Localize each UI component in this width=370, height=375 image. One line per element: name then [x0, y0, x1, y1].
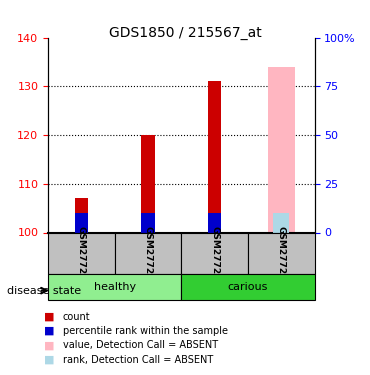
Bar: [75, 213, 88, 232]
Text: ■: ■: [44, 340, 55, 350]
Text: GSM27728: GSM27728: [144, 226, 152, 280]
FancyBboxPatch shape: [248, 232, 314, 274]
Bar: [141, 213, 155, 232]
FancyBboxPatch shape: [115, 232, 181, 274]
Text: GSM27726: GSM27726: [277, 226, 286, 280]
Text: disease state: disease state: [7, 286, 81, 296]
FancyBboxPatch shape: [48, 232, 115, 274]
Text: healthy: healthy: [94, 282, 136, 292]
Text: GDS1850 / 215567_at: GDS1850 / 215567_at: [109, 26, 261, 40]
Text: value, Detection Call = ABSENT: value, Detection Call = ABSENT: [63, 340, 218, 350]
Text: ■: ■: [44, 355, 55, 364]
Text: percentile rank within the sample: percentile rank within the sample: [63, 326, 228, 336]
Text: ■: ■: [44, 312, 55, 322]
Text: carious: carious: [228, 282, 268, 292]
Bar: [268, 67, 295, 232]
Bar: [208, 81, 221, 232]
FancyBboxPatch shape: [48, 274, 181, 300]
FancyBboxPatch shape: [181, 232, 248, 274]
Text: ■: ■: [44, 326, 55, 336]
Bar: [141, 135, 155, 232]
Text: rank, Detection Call = ABSENT: rank, Detection Call = ABSENT: [63, 355, 213, 364]
Bar: [273, 213, 289, 232]
Bar: [75, 198, 88, 232]
FancyBboxPatch shape: [181, 274, 314, 300]
Text: count: count: [63, 312, 91, 322]
Text: GSM27725: GSM27725: [210, 226, 219, 280]
Bar: [208, 213, 221, 232]
Text: GSM27727: GSM27727: [77, 226, 86, 280]
